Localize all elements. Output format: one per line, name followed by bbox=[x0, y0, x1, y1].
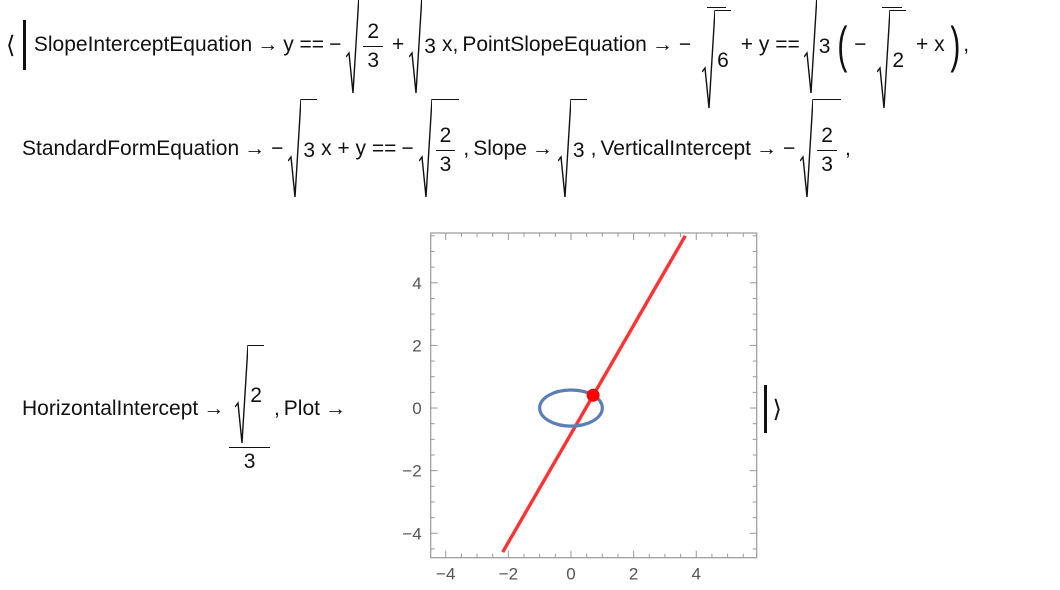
comma: , bbox=[273, 397, 280, 420]
radical-icon bbox=[419, 99, 432, 199]
key-plot: Plot bbox=[283, 397, 320, 420]
arrow: → bbox=[257, 33, 279, 56]
key-slope: Slope bbox=[473, 137, 527, 160]
denominator: 3 bbox=[439, 153, 452, 176]
close-paren: ) bbox=[949, 17, 960, 73]
radical-icon bbox=[235, 345, 248, 445]
y-tick-label: −4 bbox=[402, 524, 421, 543]
comma: , bbox=[844, 137, 851, 160]
y-tick-label: 0 bbox=[412, 399, 421, 418]
plot: −4 −2 0 2 4 −4 −2 0 2 4 bbox=[402, 232, 758, 584]
tangent-point bbox=[586, 388, 600, 402]
radicand: 2 bbox=[890, 9, 907, 110]
denominator: 3 bbox=[367, 49, 380, 72]
denominator: 3 bbox=[821, 153, 833, 176]
radical-icon bbox=[409, 0, 422, 95]
close-bracket: ⟩ bbox=[772, 395, 782, 423]
text-x-comma: x, bbox=[441, 33, 459, 56]
text-plus-y-eq: + y == bbox=[740, 33, 800, 56]
x-tick-label: −4 bbox=[436, 565, 455, 584]
y-tick-label: −2 bbox=[402, 462, 421, 481]
text-y-eq: y == bbox=[283, 33, 325, 56]
text-plus-x: + x bbox=[916, 33, 945, 56]
arrow: → bbox=[203, 397, 225, 420]
ellipse-curve bbox=[538, 388, 604, 428]
fraction-sqrt2-over-3: 2 3 bbox=[229, 344, 270, 474]
y-tick-label: 4 bbox=[412, 274, 421, 293]
radicand: 3 bbox=[817, 0, 833, 95]
comma: , bbox=[590, 137, 597, 160]
denominator: 3 bbox=[243, 449, 256, 473]
open-bracket: ⟨ bbox=[6, 31, 16, 59]
minus: − bbox=[678, 33, 692, 56]
minus: − bbox=[401, 137, 414, 160]
y-tick-label: 2 bbox=[412, 336, 421, 355]
x-tick-label: 0 bbox=[566, 565, 575, 584]
association-bar bbox=[23, 20, 26, 70]
radical-icon bbox=[702, 10, 715, 110]
sqrt-two: 2 bbox=[877, 9, 907, 110]
association-bar bbox=[764, 385, 767, 433]
plot-frame bbox=[430, 232, 758, 559]
numerator: 1 bbox=[706, 0, 727, 8]
radicand: 3 bbox=[570, 99, 587, 199]
key-horizontal-intercept: HorizontalIntercept bbox=[22, 397, 199, 420]
closing: ⟩ bbox=[760, 384, 784, 434]
radical-icon bbox=[877, 10, 890, 110]
key-slope-intercept-equation: SlopeInterceptEquation bbox=[33, 33, 253, 56]
text-x-plus-y-eq: x + y == bbox=[321, 137, 397, 160]
radical-icon bbox=[800, 99, 813, 199]
arrow: → bbox=[756, 137, 778, 160]
radical-icon bbox=[804, 0, 817, 95]
x-tick-label: 4 bbox=[692, 565, 701, 584]
key-standard-form-equation: StandardFormEquation bbox=[22, 137, 240, 160]
radical-icon bbox=[558, 99, 571, 199]
radical-icon bbox=[288, 99, 301, 199]
radicand: 6 bbox=[715, 9, 731, 110]
comma: , bbox=[963, 33, 970, 56]
fraction-one-over-sqrt6: 1 6 bbox=[696, 0, 737, 110]
radical-icon bbox=[346, 0, 359, 95]
arrow: → bbox=[324, 397, 346, 420]
arrow: → bbox=[531, 137, 553, 160]
radicand: 3 bbox=[422, 0, 438, 95]
arrow: → bbox=[651, 33, 673, 56]
minus: − bbox=[271, 137, 284, 160]
radicand: 2 bbox=[248, 344, 264, 445]
sqrt-three: 3 bbox=[288, 99, 318, 199]
sqrt-two: 2 bbox=[235, 344, 264, 445]
row-3: HorizontalIntercept → 2 3 , Plot → bbox=[20, 344, 349, 473]
arrow: → bbox=[244, 137, 266, 160]
sqrt-three: 3 bbox=[558, 99, 587, 199]
minus: − bbox=[329, 33, 342, 56]
key-vertical-intercept: VerticalIntercept bbox=[600, 137, 752, 160]
radicand: 3 bbox=[301, 99, 318, 199]
fraction-one-over-sqrt2: 1 2 bbox=[871, 0, 912, 110]
sqrt-three: 3 bbox=[804, 0, 833, 95]
x-tick-label: −2 bbox=[499, 565, 518, 584]
key-point-slope-equation: PointSlopeEquation bbox=[462, 33, 647, 56]
numerator: 2 bbox=[817, 124, 837, 151]
minus: − bbox=[783, 137, 796, 160]
open-paren: ( bbox=[837, 17, 848, 73]
numerator: 2 bbox=[435, 124, 456, 151]
x-tick-label: 2 bbox=[629, 565, 638, 584]
comma: , bbox=[463, 137, 470, 160]
sqrt-six: 6 bbox=[702, 9, 731, 110]
plus: + bbox=[392, 33, 405, 56]
numerator: 2 bbox=[363, 20, 384, 47]
minus: − bbox=[854, 33, 867, 56]
numerator: 1 bbox=[881, 0, 902, 8]
sqrt-three: 3 bbox=[409, 0, 438, 95]
